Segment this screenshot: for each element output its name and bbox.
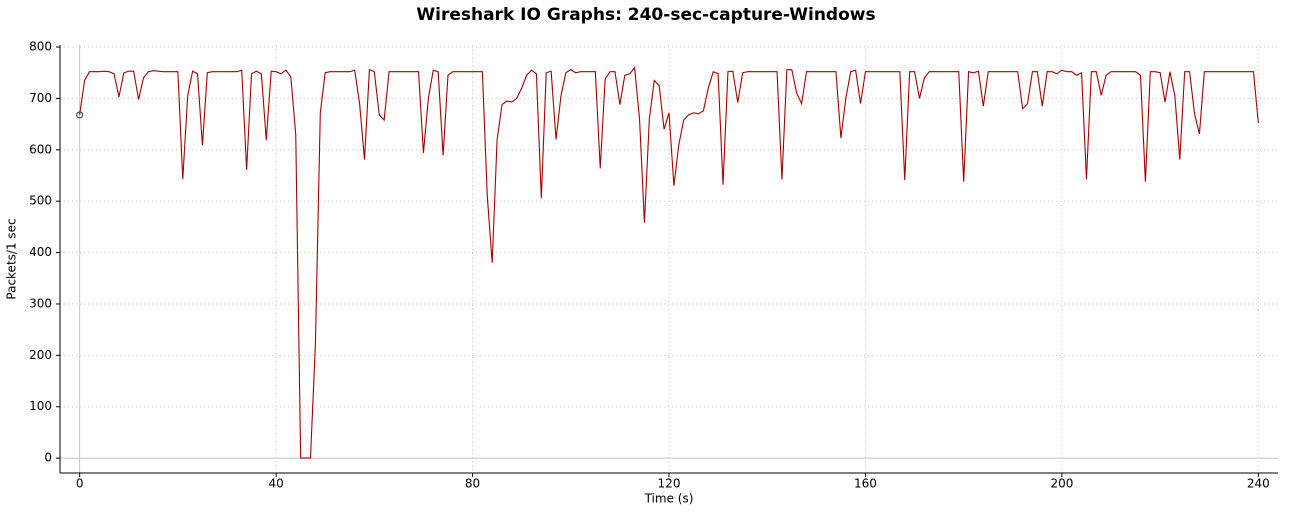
x-tick-label: 240 <box>1247 477 1270 491</box>
y-tick-label: 0 <box>44 451 52 465</box>
y-tick-label: 700 <box>29 91 52 105</box>
x-tick-label: 200 <box>1050 477 1073 491</box>
y-tick-label: 200 <box>29 348 52 362</box>
x-tick-label: 80 <box>465 477 480 491</box>
chart-title: Wireshark IO Graphs: 240-sec-capture-Win… <box>416 5 875 25</box>
x-tick-label: 120 <box>658 477 681 491</box>
x-tick-label: 160 <box>854 477 877 491</box>
y-tick-label: 400 <box>29 245 52 259</box>
x-axis-label: Time (s) <box>644 492 694 506</box>
data-line <box>79 66 1259 459</box>
x-tick-label: 40 <box>268 477 283 491</box>
y-tick-label: 600 <box>29 142 52 156</box>
y-tick-label: 800 <box>29 40 52 54</box>
y-tick-label: 300 <box>29 296 52 310</box>
first-point-marker <box>76 111 84 119</box>
y-axis-label: Packets/1 sec <box>5 218 19 299</box>
y-tick-label: 100 <box>29 399 52 413</box>
x-tick-label: 0 <box>76 477 84 491</box>
y-tick-label: 500 <box>29 194 52 208</box>
